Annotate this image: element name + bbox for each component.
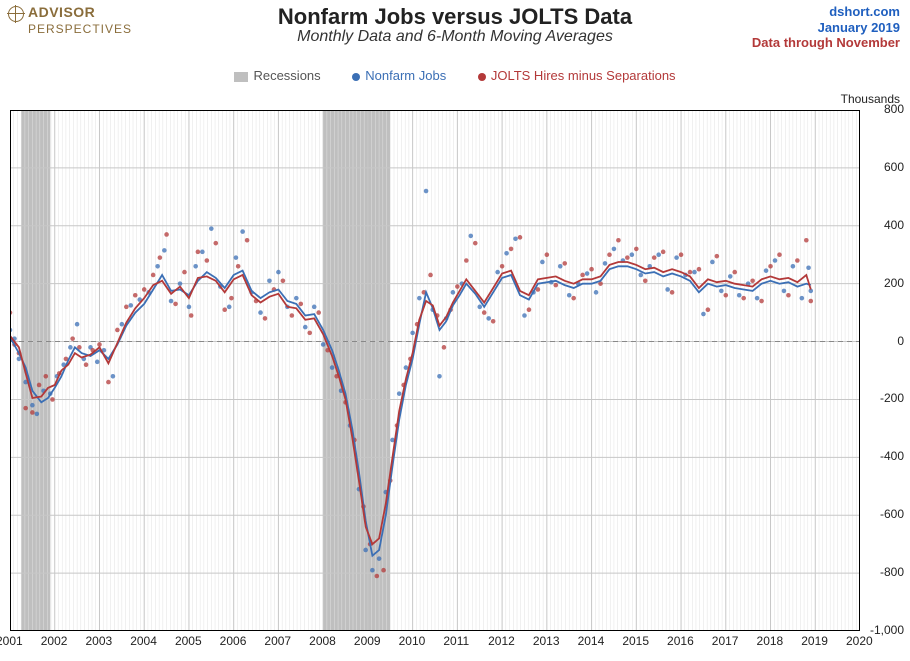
- x-tick-label: 2007: [264, 634, 291, 648]
- nonfarm-dot-icon: [352, 73, 360, 81]
- y-tick-label: 800: [884, 102, 904, 116]
- x-tick-label: 2009: [354, 634, 381, 648]
- x-tick-label: 2008: [309, 634, 336, 648]
- y-tick-label: -600: [880, 507, 904, 521]
- legend-nonfarm: Nonfarm Jobs: [352, 68, 446, 83]
- y-tick-label: 400: [884, 218, 904, 232]
- legend: Recessions Nonfarm Jobs JOLTS Hires minu…: [0, 68, 910, 83]
- x-tick-label: 2017: [712, 634, 739, 648]
- x-tick-label: 2020: [846, 634, 873, 648]
- y-tick-label: -800: [880, 565, 904, 579]
- x-tick-label: 2019: [801, 634, 828, 648]
- source-site: dshort.com: [752, 4, 900, 20]
- x-tick-label: 2016: [667, 634, 694, 648]
- x-tick-label: 2018: [757, 634, 784, 648]
- chart-svg: [10, 110, 860, 631]
- chart-area: [10, 110, 860, 631]
- x-tick-label: 2013: [533, 634, 560, 648]
- legend-jolts: JOLTS Hires minus Separations: [478, 68, 676, 83]
- y-tick-label: -1,000: [870, 623, 904, 637]
- jolts-dot-icon: [478, 73, 486, 81]
- x-tick-label: 2010: [399, 634, 426, 648]
- legend-recessions: Recessions: [234, 68, 320, 83]
- x-tick-label: 2005: [175, 634, 202, 648]
- x-tick-label: 2015: [622, 634, 649, 648]
- x-tick-label: 2011: [443, 634, 469, 648]
- x-tick-label: 2003: [85, 634, 112, 648]
- y-tick-label: -200: [880, 391, 904, 405]
- chart-page: ADVISOR PERSPECTIVES Nonfarm Jobs versus…: [0, 0, 910, 661]
- recession-swatch-icon: [234, 72, 248, 82]
- x-tick-label: 2014: [578, 634, 605, 648]
- y-tick-label: 600: [884, 160, 904, 174]
- y-tick-label: -400: [880, 449, 904, 463]
- x-tick-label: 2004: [130, 634, 157, 648]
- source-through: Data through November: [752, 35, 900, 51]
- x-tick-label: 2006: [220, 634, 247, 648]
- y-tick-label: 200: [884, 276, 904, 290]
- source-info: dshort.com January 2019 Data through Nov…: [752, 4, 900, 51]
- x-tick-label: 2012: [488, 634, 515, 648]
- x-tick-label: 2002: [41, 634, 68, 648]
- y-tick-label: 0: [897, 334, 904, 348]
- source-date: January 2019: [752, 20, 900, 36]
- x-tick-label: 2001: [0, 634, 23, 648]
